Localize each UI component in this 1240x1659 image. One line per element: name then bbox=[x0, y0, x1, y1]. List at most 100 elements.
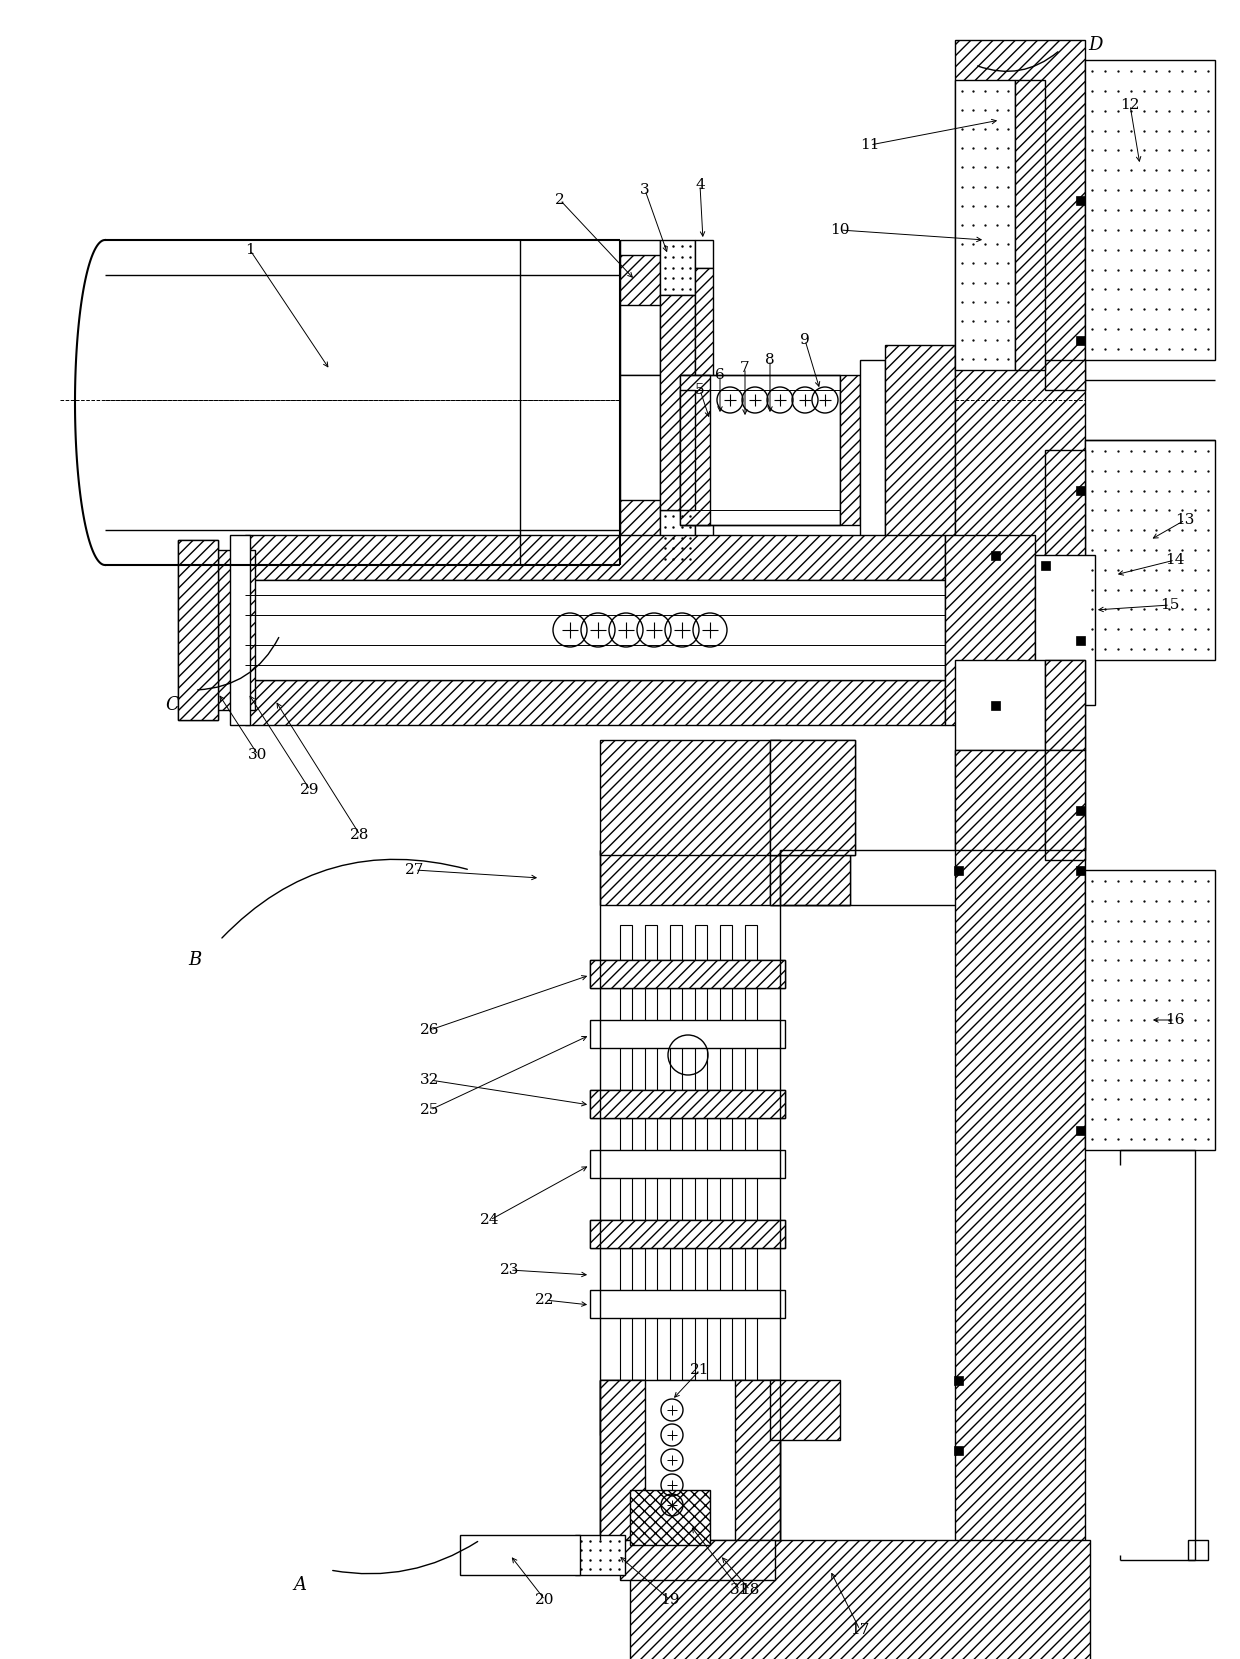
Text: 2: 2 bbox=[556, 192, 565, 207]
Bar bbox=[1040, 561, 1049, 569]
Text: B: B bbox=[188, 951, 202, 969]
Bar bbox=[1075, 196, 1085, 204]
Bar bbox=[1075, 1125, 1085, 1135]
Text: 8: 8 bbox=[765, 353, 775, 367]
Text: 12: 12 bbox=[1120, 98, 1140, 113]
Bar bbox=[590, 961, 785, 989]
Bar bbox=[630, 1490, 711, 1545]
Bar bbox=[600, 740, 780, 854]
Bar bbox=[620, 241, 660, 375]
Text: 17: 17 bbox=[851, 1623, 869, 1637]
Text: 20: 20 bbox=[536, 1593, 554, 1608]
Text: 11: 11 bbox=[861, 138, 879, 153]
Bar bbox=[954, 866, 962, 874]
Bar bbox=[590, 1090, 785, 1118]
Bar bbox=[991, 700, 999, 710]
Bar bbox=[885, 345, 955, 556]
Text: 27: 27 bbox=[405, 863, 424, 878]
Text: 10: 10 bbox=[831, 222, 849, 237]
Bar bbox=[1045, 750, 1085, 849]
Bar bbox=[1045, 561, 1085, 660]
Bar bbox=[955, 750, 1085, 1651]
Bar bbox=[620, 499, 660, 551]
Bar bbox=[694, 241, 713, 269]
Bar bbox=[660, 509, 694, 566]
Bar bbox=[600, 1380, 645, 1540]
Bar bbox=[955, 80, 1016, 370]
Bar bbox=[645, 926, 657, 1380]
Bar bbox=[1045, 360, 1085, 390]
Bar bbox=[1016, 80, 1045, 370]
Bar bbox=[179, 539, 218, 720]
Text: 22: 22 bbox=[536, 1292, 554, 1307]
Text: 26: 26 bbox=[420, 1024, 440, 1037]
Bar bbox=[955, 660, 1045, 750]
Text: 25: 25 bbox=[420, 1103, 440, 1117]
Bar bbox=[590, 1219, 785, 1248]
Bar bbox=[1075, 335, 1085, 345]
Bar bbox=[720, 926, 732, 1380]
Bar bbox=[590, 1150, 785, 1178]
Bar bbox=[1045, 660, 1085, 750]
Bar bbox=[246, 581, 945, 680]
Bar bbox=[600, 1380, 780, 1435]
Bar bbox=[660, 241, 694, 295]
Bar bbox=[1085, 440, 1215, 660]
Text: 5: 5 bbox=[696, 383, 704, 397]
Bar bbox=[620, 375, 660, 524]
Text: 18: 18 bbox=[740, 1583, 760, 1598]
Bar bbox=[694, 269, 713, 513]
Text: 23: 23 bbox=[500, 1262, 520, 1277]
Bar bbox=[590, 1020, 785, 1048]
Text: 14: 14 bbox=[1166, 552, 1184, 567]
Bar bbox=[590, 1291, 785, 1317]
Bar bbox=[694, 513, 713, 539]
Bar bbox=[590, 1090, 785, 1118]
Bar bbox=[770, 740, 856, 854]
Bar bbox=[600, 849, 780, 906]
Bar bbox=[215, 551, 255, 710]
Text: 6: 6 bbox=[715, 368, 725, 382]
Bar bbox=[179, 539, 218, 720]
Bar bbox=[955, 750, 1045, 849]
Bar bbox=[660, 295, 694, 509]
Bar bbox=[954, 1445, 962, 1455]
Text: 15: 15 bbox=[1161, 597, 1179, 612]
Bar bbox=[590, 961, 785, 989]
Text: 4: 4 bbox=[696, 178, 704, 192]
Text: 9: 9 bbox=[800, 333, 810, 347]
Text: 16: 16 bbox=[1166, 1014, 1184, 1027]
Bar bbox=[680, 375, 711, 524]
Bar bbox=[575, 1535, 625, 1574]
Bar bbox=[620, 926, 632, 1380]
Bar bbox=[770, 849, 849, 906]
Text: A: A bbox=[294, 1576, 306, 1594]
Bar bbox=[600, 1380, 780, 1540]
Text: 32: 32 bbox=[420, 1073, 440, 1087]
Bar bbox=[1085, 60, 1215, 360]
Text: 19: 19 bbox=[660, 1593, 680, 1608]
Bar bbox=[460, 1535, 580, 1574]
Bar bbox=[1045, 820, 1085, 859]
Bar bbox=[1045, 450, 1085, 670]
Bar bbox=[229, 534, 250, 725]
Bar bbox=[1075, 866, 1085, 874]
Bar bbox=[1085, 869, 1215, 1150]
Bar bbox=[680, 375, 839, 524]
Text: C: C bbox=[165, 697, 179, 713]
Text: 29: 29 bbox=[300, 783, 320, 796]
Bar bbox=[945, 534, 1035, 725]
Bar bbox=[670, 926, 682, 1380]
Text: 3: 3 bbox=[640, 182, 650, 197]
Text: 30: 30 bbox=[248, 748, 268, 761]
Bar bbox=[680, 390, 694, 509]
Text: 31: 31 bbox=[730, 1583, 750, 1598]
Bar bbox=[1075, 486, 1085, 494]
Bar bbox=[1188, 1540, 1208, 1559]
Bar bbox=[861, 360, 885, 539]
Text: 24: 24 bbox=[480, 1213, 500, 1228]
Bar bbox=[620, 255, 660, 305]
Bar bbox=[1045, 660, 1085, 750]
Bar bbox=[839, 375, 861, 524]
Text: 7: 7 bbox=[740, 362, 750, 375]
